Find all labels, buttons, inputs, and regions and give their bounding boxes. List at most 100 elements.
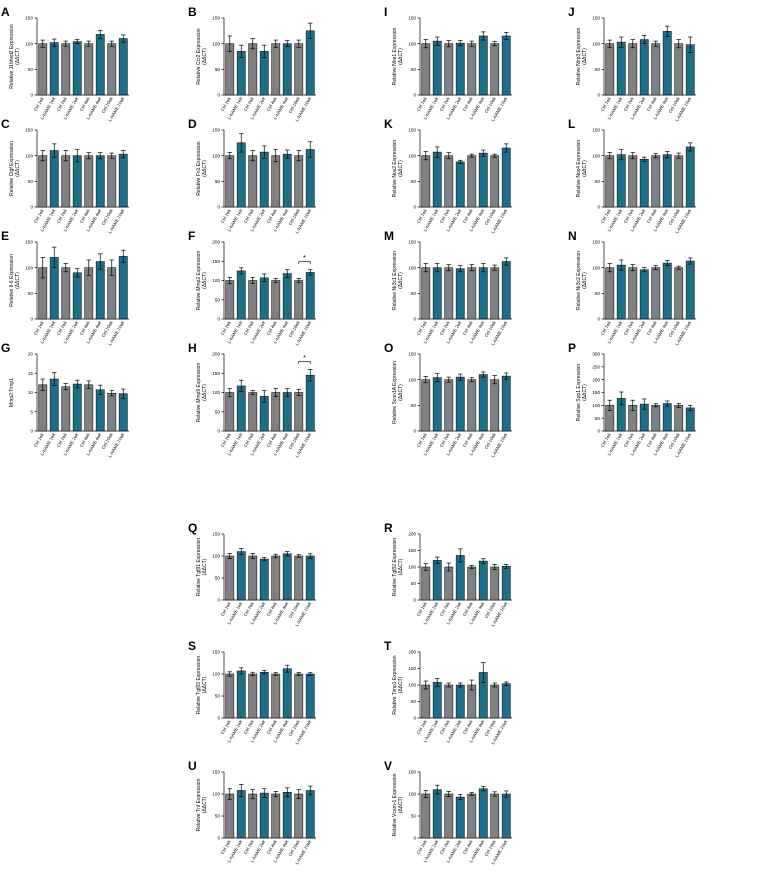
- y-tick-label: 150: [212, 371, 220, 376]
- y-axis-label-unit: (ΔΔCT): [202, 796, 208, 813]
- y-tick-label: 50: [411, 179, 417, 184]
- y-tick-label: 0: [217, 205, 220, 210]
- bar-s-7: [305, 673, 315, 719]
- chart-panel-r: R Relative Tgfβ2 Expression (ΔΔCT) 0 50 100 15…: [384, 521, 512, 627]
- y-tick-label: 100: [408, 683, 416, 688]
- bar-r-5: [478, 560, 488, 601]
- y-tick-label: 0: [217, 716, 220, 721]
- bar-s-3: [259, 671, 269, 719]
- y-tick-label: 0: [217, 836, 220, 841]
- bar-h-6: [294, 392, 304, 432]
- y-tick-label: 100: [592, 41, 600, 46]
- bar-f-5: [282, 273, 292, 320]
- panel-letter: C: [1, 117, 10, 131]
- panel-letter: N: [568, 229, 577, 243]
- bar-k-1: [432, 151, 442, 208]
- bar-j-4: [651, 43, 661, 96]
- bar-v-0: [421, 793, 431, 839]
- y-tick-label: 50: [411, 814, 417, 819]
- bar-r-1: [432, 560, 442, 601]
- y-axis-label: Relative Timp1 Expression: [392, 655, 398, 714]
- bar-d-6: [294, 155, 304, 208]
- bar-n-5: [662, 262, 672, 320]
- bar-n-7: [685, 260, 695, 320]
- y-tick-label: 50: [28, 179, 34, 184]
- bar-t-7: [501, 683, 511, 719]
- bar-a-2: [61, 43, 71, 96]
- panel-letter: F: [188, 229, 195, 243]
- bar-u-4: [271, 793, 281, 839]
- bar-b-7: [305, 30, 315, 96]
- bar-r-7: [501, 566, 511, 601]
- bar-p-7: [685, 407, 695, 432]
- bar-u-1: [236, 790, 246, 839]
- bar-m-7: [501, 261, 511, 320]
- y-tick-label: 50: [595, 179, 601, 184]
- bar-g-0: [38, 384, 48, 432]
- y-tick-label: 0: [413, 317, 416, 322]
- bar-k-4: [467, 155, 477, 208]
- bar-n-4: [651, 267, 661, 320]
- y-tick-label: 100: [408, 41, 416, 46]
- y-axis-label-unit: (ΔΔCT): [202, 272, 208, 289]
- y-tick-label: 150: [212, 532, 220, 537]
- bar-i-5: [478, 35, 488, 96]
- y-tick-label: 150: [408, 240, 416, 245]
- bar-k-3: [455, 161, 465, 208]
- bar-g-2: [61, 386, 71, 432]
- panel-letter: T: [384, 639, 392, 653]
- bar-a-3: [72, 41, 82, 96]
- bar-c-1: [49, 150, 59, 208]
- y-axis-label: Relative Scnn1A Expression: [392, 361, 398, 424]
- bar-h-2: [248, 392, 258, 432]
- bar-l-1: [616, 154, 626, 208]
- bar-b-6: [294, 43, 304, 96]
- bar-l-3: [639, 159, 649, 208]
- panel-letter: L: [568, 117, 575, 131]
- y-tick-label: 300: [592, 352, 600, 357]
- y-tick-label: 150: [408, 770, 416, 775]
- panel-letter: S: [188, 639, 196, 653]
- bar-o-3: [455, 376, 465, 432]
- bar-f-1: [236, 270, 246, 320]
- y-tick-label: 100: [212, 41, 220, 46]
- y-axis-label-unit: (ΔΔCT): [582, 272, 588, 289]
- significance-star: *: [303, 355, 306, 362]
- bar-b-3: [259, 51, 269, 96]
- chart-panel-f: F Relative Mmp2 Expression (ΔΔCT) 0 50 100 150…: [188, 229, 316, 346]
- bar-h-1: [236, 385, 246, 432]
- chart-panel-m: M Relative Nr3c1 Expression (ΔΔCT) 0 50 100 15…: [384, 229, 512, 346]
- bar-h-5: [282, 392, 292, 432]
- panel-letter: H: [188, 341, 197, 355]
- panel-letter: D: [188, 117, 197, 131]
- y-tick-label: 0: [413, 598, 416, 603]
- y-tick-label: 100: [408, 792, 416, 797]
- y-axis-label-unit: (ΔΔCT): [202, 558, 208, 575]
- bar-o-5: [478, 374, 488, 432]
- bar-t-6: [490, 684, 500, 719]
- bar-f-4: [271, 280, 281, 320]
- y-tick-label: 50: [215, 694, 221, 699]
- bar-a-0: [38, 43, 48, 96]
- y-tick-label: 150: [592, 240, 600, 245]
- chart-panel-c: C Relative Ctgf Expression (ΔΔCT) 0 50 100 150…: [1, 117, 129, 234]
- y-tick-label: 0: [30, 93, 33, 98]
- bar-s-0: [225, 673, 235, 719]
- y-tick-label: 0: [217, 598, 220, 603]
- y-tick-label: 0: [30, 317, 33, 322]
- bar-q-4: [271, 555, 281, 601]
- y-tick-label: 150: [592, 16, 600, 21]
- y-tick-label: 150: [408, 352, 416, 357]
- y-tick-label: 150: [25, 240, 33, 245]
- bar-v-1: [432, 789, 442, 839]
- bar-m-5: [478, 267, 488, 320]
- y-tick-label: 0: [30, 205, 33, 210]
- y-tick-label: 100: [592, 265, 600, 270]
- y-tick-label: 150: [212, 16, 220, 21]
- y-tick-label: 0: [30, 429, 33, 434]
- bar-q-3: [259, 558, 269, 601]
- chart-panel-h: H Relative Mmp9 Expression (ΔΔCT) 0 50 100 150…: [188, 341, 316, 458]
